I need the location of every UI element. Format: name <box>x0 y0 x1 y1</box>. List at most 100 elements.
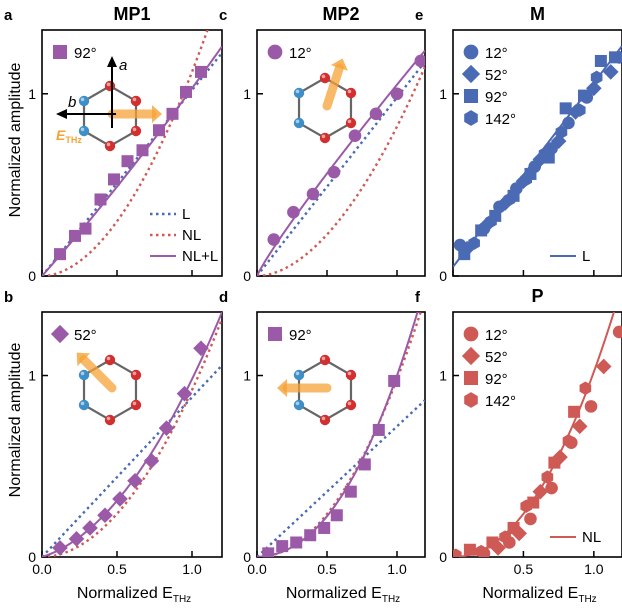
legend-label: 142° <box>485 393 516 410</box>
data-points <box>262 374 401 557</box>
data-point <box>69 229 81 242</box>
data-point <box>127 472 143 489</box>
atom-icon <box>78 95 90 107</box>
legend-label: 92° <box>485 89 508 106</box>
legend-label: 92° <box>74 45 97 62</box>
legend-label: 142° <box>485 111 516 128</box>
data-point <box>486 536 499 549</box>
data-point <box>344 485 357 498</box>
atom-highlight <box>321 134 326 139</box>
plot-frame <box>452 311 622 558</box>
inset-lattice <box>277 354 357 426</box>
data-point <box>577 89 590 102</box>
data-point <box>54 248 66 261</box>
x-tick-label: 0.5 <box>317 561 337 577</box>
panel-c: c MP2 0 1 12° <box>219 4 426 284</box>
data-point <box>390 87 404 101</box>
atom-highlight <box>295 371 300 376</box>
atom-highlight <box>347 119 352 124</box>
legend-marker <box>50 324 70 344</box>
data-point <box>369 107 383 121</box>
panel-f: f P 0 1 0.5 1.0 12° 52° 92° 142° NL <box>415 286 622 577</box>
atom-highlight <box>80 371 85 376</box>
data-points <box>453 50 622 261</box>
data-point <box>595 358 612 375</box>
atom-icon <box>319 132 331 144</box>
y-axis-label-top: Normalized amplitude <box>7 63 24 218</box>
legend-label: 92° <box>485 371 508 388</box>
plot-frame <box>41 29 223 277</box>
atom-highlight <box>347 401 352 406</box>
atom-highlight <box>321 416 326 421</box>
panel-title: MP2 <box>322 4 359 24</box>
legend-marker <box>461 346 481 366</box>
data-point <box>468 236 480 250</box>
x-tick-label: 1.0 <box>182 561 202 577</box>
data-point <box>414 54 425 68</box>
y-tick-label: 0 <box>28 268 36 284</box>
legend-label: 52° <box>485 67 508 84</box>
atom-highlight <box>106 416 111 421</box>
data-point <box>453 548 462 557</box>
atom-icon <box>293 117 305 129</box>
data-point <box>79 222 92 235</box>
y-tick-label: 0 <box>439 268 447 284</box>
data-point <box>475 544 487 557</box>
data-point <box>94 193 107 206</box>
data-point <box>602 64 619 80</box>
y-tick-label: 1 <box>28 368 36 384</box>
legend-label: 52° <box>485 349 508 366</box>
axis-a-label: a <box>119 57 127 74</box>
data-point <box>112 491 128 507</box>
atom-highlight <box>321 356 326 361</box>
panel-label: c <box>219 7 227 24</box>
data-point <box>267 233 281 246</box>
data-point <box>143 453 160 469</box>
thz-field-arrowhead-icon <box>76 352 91 367</box>
thz-field-label: ETHz <box>56 127 82 145</box>
legend-marker <box>461 64 481 84</box>
y-tick-label: 1 <box>243 368 251 384</box>
panel-b: b 0 1 0.0 0.5 1.0 52° <box>4 289 223 577</box>
atom-highlight <box>295 89 300 94</box>
atom-icon <box>319 72 331 84</box>
data-point <box>555 125 568 139</box>
panel-a: a MP1 0 1 92° L NL NL+L a b ETHz <box>4 4 223 284</box>
y-tick-label: 0 <box>28 549 36 565</box>
x-tick-label: 0.0 <box>247 561 267 577</box>
data-point <box>503 192 516 207</box>
fit-line-nl <box>257 312 422 557</box>
thz-field-arrowhead-icon <box>277 379 287 397</box>
panel-label: b <box>4 289 13 306</box>
axis-b-arrow-icon <box>56 109 67 119</box>
legend-line-label: NL <box>182 227 201 244</box>
thz-field-arrowhead-icon <box>330 58 348 71</box>
legend-line-label: L <box>582 248 590 265</box>
thz-field-arrowhead-icon <box>152 105 162 123</box>
legend-label: 12° <box>485 327 508 344</box>
inset-lattice: a b ETHz <box>56 56 162 152</box>
atom-icon <box>104 80 116 92</box>
data-point <box>388 374 401 387</box>
y-tick-label: 1 <box>28 86 36 102</box>
data-point <box>520 172 533 187</box>
atom-highlight <box>80 401 85 406</box>
y-tick-label: 1 <box>439 86 447 102</box>
atom-highlight <box>106 356 111 361</box>
data-points <box>267 54 425 246</box>
data-point <box>524 512 537 526</box>
data-point <box>550 133 567 149</box>
data-point <box>594 54 607 67</box>
atom-highlight <box>106 142 111 147</box>
fit-line-l <box>257 399 425 557</box>
data-point <box>121 155 134 168</box>
atom-highlight <box>80 97 85 102</box>
y-tick-label: 0 <box>439 549 447 565</box>
data-point <box>485 214 497 229</box>
atom-highlight <box>347 371 352 376</box>
legend-label: 12° <box>485 45 508 62</box>
atom-highlight <box>295 401 300 406</box>
y-tick-label: 1 <box>439 368 447 384</box>
data-point <box>330 509 343 522</box>
data-point <box>520 499 533 513</box>
